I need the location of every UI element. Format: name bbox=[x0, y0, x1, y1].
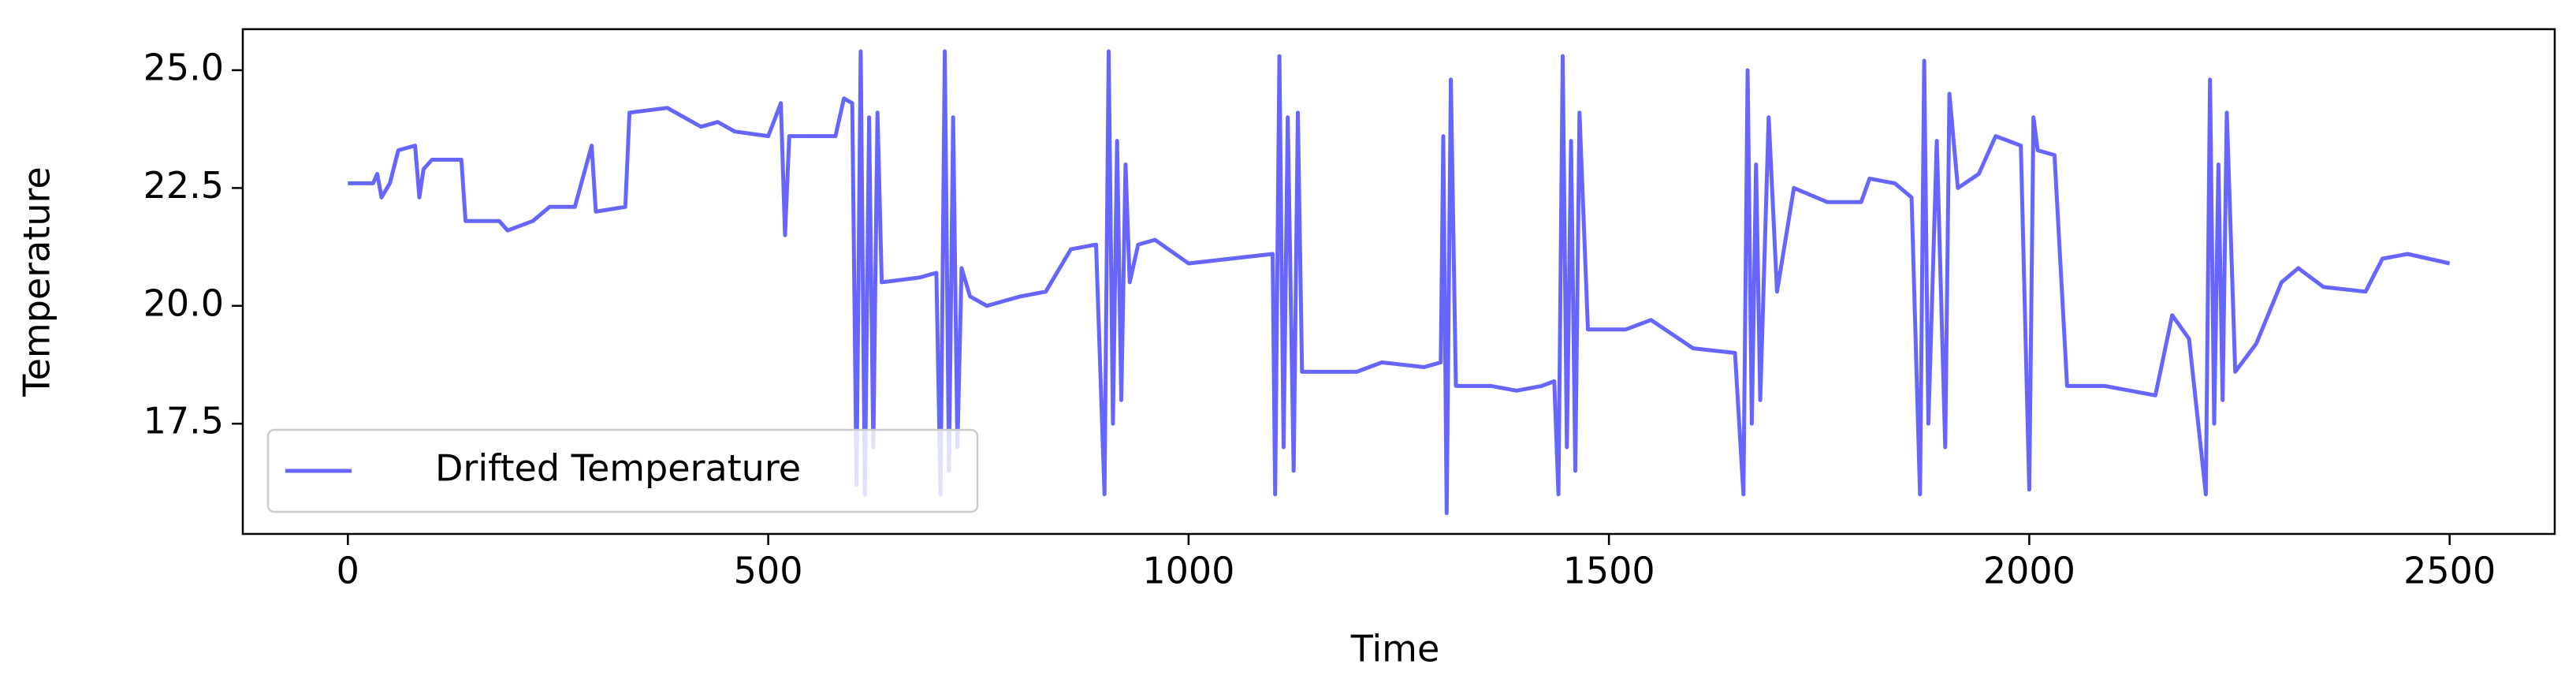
plot-frame bbox=[241, 28, 2556, 536]
x-tick-label: 2000 bbox=[1983, 550, 2075, 592]
data-line bbox=[348, 49, 2451, 516]
x-tick-label: 500 bbox=[734, 550, 803, 592]
legend-box bbox=[266, 428, 979, 513]
legend-label: Drifted Temperature bbox=[435, 447, 801, 490]
y-axis-label: Temperature bbox=[16, 166, 58, 397]
y-tick-label: 22.5 bbox=[143, 164, 224, 207]
x-tick-label: 0 bbox=[337, 550, 359, 592]
x-tick-label: 2500 bbox=[2403, 550, 2496, 592]
x-tick-label: 1000 bbox=[1142, 550, 1234, 592]
y-tick-label: 20.0 bbox=[143, 282, 224, 324]
x-tick-label: 1500 bbox=[1563, 550, 1655, 592]
y-tick-label: 17.5 bbox=[143, 400, 224, 442]
x-axis-label: Time bbox=[1350, 628, 1440, 670]
y-tick-label: 25.0 bbox=[143, 46, 224, 88]
